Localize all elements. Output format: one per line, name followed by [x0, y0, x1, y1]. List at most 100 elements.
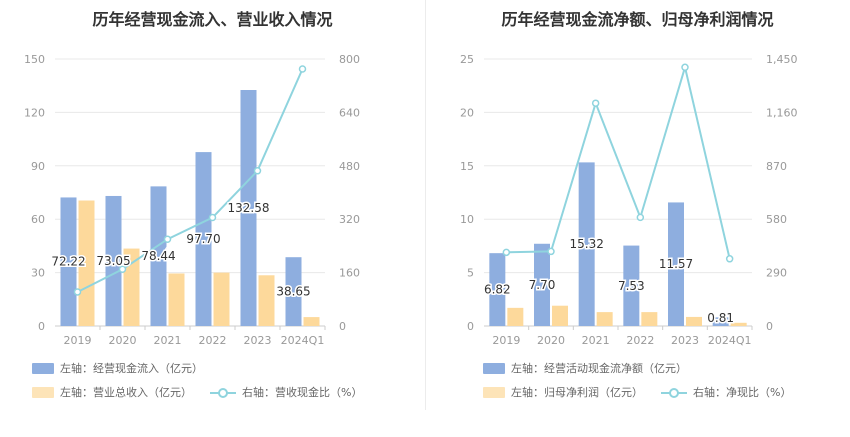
y-right-tick-label: 640 [339, 106, 360, 119]
y-left-tick-label: 120 [24, 106, 45, 119]
chart-title: 历年经营现金流入、营业收入情况 [92, 10, 333, 29]
x-tick-label: 2021 [582, 334, 610, 347]
line-point [163, 235, 172, 243]
y-right-tick-label: 320 [339, 213, 360, 226]
data-label: 15.32 [569, 237, 603, 251]
bar-series-2 [123, 248, 140, 326]
bar-series-2 [507, 307, 524, 326]
legend-label: 左轴：经营活动现金流净额（亿元） [511, 362, 687, 375]
line-point [73, 288, 82, 296]
data-label: 7.70 [529, 278, 556, 292]
y-left-tick-label: 15 [460, 160, 474, 173]
x-tick-label: 2022 [199, 334, 227, 347]
x-tick-label: 2020 [537, 334, 565, 347]
y-left-tick-label: 0 [38, 320, 45, 333]
x-tick-label: 2024Q1 [281, 334, 325, 347]
line-series-3 [506, 63, 731, 260]
chart-panel-left: 历年经营现金流入、营业收入情况 0 30 60 90 120 150 0 160 320 480 6… [24, 10, 362, 400]
legend-label: 右轴：营收现金比（%） [242, 386, 363, 399]
bar-series-2 [641, 312, 658, 326]
line-point [298, 65, 307, 73]
y-left-tick-label: 30 [31, 267, 45, 280]
y-right-tick-label: 0 [339, 320, 346, 333]
bar-series-1 [240, 90, 257, 326]
line-point [591, 99, 600, 107]
bar-series-2 [78, 200, 95, 326]
y-right-tick-label: 800 [339, 53, 360, 66]
y-right-tick-label: 480 [339, 160, 360, 173]
data-label: 73.05 [96, 254, 130, 268]
bar-series-2 [686, 316, 702, 326]
legend-row-2: 左轴：归母净利润（亿元） 右轴：净现比（%） [483, 384, 809, 400]
panel-divider [425, 0, 426, 410]
legend-swatch [32, 362, 54, 374]
y-left-tick-label: 90 [31, 160, 45, 173]
legend-item-series-3[interactable]: 右轴：净现比（%） [661, 384, 791, 400]
line-point [681, 63, 689, 72]
y-right-tick-label: 160 [339, 267, 360, 280]
line-series-3 [77, 68, 304, 293]
y-left-tick-label: 10 [460, 213, 474, 226]
y-left-tick-label: 20 [460, 106, 474, 119]
line-point [725, 255, 734, 263]
legend-item-series-2[interactable]: 左轴：归母净利润（亿元） [483, 384, 643, 400]
y-left-tick-label: 60 [31, 213, 45, 226]
bar-series-1 [668, 202, 684, 326]
line-point [502, 248, 511, 257]
legend-label: 左轴：归母净利润（亿元） [511, 386, 643, 399]
x-tick-label: 2020 [109, 334, 137, 347]
data-label: 97.70 [186, 232, 220, 246]
bar-series-2 [596, 312, 613, 326]
legend-swatch [32, 386, 54, 398]
y-right-tick-label: 870 [766, 160, 787, 173]
y-right-tick-label: 1,160 [766, 106, 798, 119]
x-tick-label: 2023 [244, 334, 272, 347]
legend-row-1: 左轴：经营活动现金流净额（亿元） [483, 360, 705, 376]
bar-series-1 [285, 257, 302, 326]
data-label: 38.65 [276, 285, 310, 299]
y-right-tick-label: 0 [766, 320, 773, 333]
chart-svg: 0 30 60 90 120 150 0 160 320 480 640 800 2019 2020 202… [24, 53, 360, 347]
x-tick-label: 2024Q1 [708, 334, 752, 347]
x-tick-label: 2022 [626, 334, 654, 347]
y-left-tick-label: 150 [24, 53, 45, 66]
legend-label: 右轴：净现比（%） [693, 386, 792, 399]
line-point [208, 213, 217, 222]
legend-item-series-3[interactable]: 右轴：营收现金比（%） [210, 384, 362, 400]
data-label: 6.82 [484, 283, 511, 297]
bar-series-1 [105, 195, 122, 326]
y-left-tick-label: 0 [467, 320, 474, 333]
legend-label: 左轴：经营现金流入（亿元） [60, 362, 203, 375]
y-right-tick-label: 1,450 [766, 53, 798, 66]
bar-series-2 [258, 275, 275, 326]
legend-row-1: 左轴：经营现金流入（亿元） [32, 360, 221, 376]
bar-series-2 [168, 273, 185, 326]
y-left-tick-label: 25 [460, 53, 474, 66]
y-right-tick-label: 580 [766, 213, 787, 226]
bar-series-2 [303, 317, 320, 326]
bar-series-1 [712, 317, 729, 326]
bar-series-1 [150, 186, 167, 326]
y-left-tick-label: 5 [467, 267, 474, 280]
legend-swatch [483, 362, 505, 374]
chart-svg: 0 5 10 15 20 25 0 290 580 870 1,160 1,450 2019 2020 20… [460, 53, 798, 347]
data-label: 7.53 [618, 279, 645, 293]
bar-series-2 [213, 272, 230, 326]
bar-series-2 [730, 322, 747, 326]
data-label: 72.22 [51, 255, 85, 269]
legend-item-series-1[interactable]: 左轴：经营活动现金流净额（亿元） [483, 360, 687, 376]
legend-label: 左轴：营业总收入（亿元） [60, 386, 192, 399]
bar-series-1 [195, 152, 212, 326]
data-label: 0.81 [707, 311, 734, 325]
line-point [118, 265, 127, 274]
line-point [636, 213, 645, 222]
bar-series-1 [534, 243, 550, 326]
legend-swatch [483, 386, 505, 398]
line-point [547, 247, 555, 256]
bar-series-1 [578, 162, 595, 326]
chart-title: 历年经营现金流净额、归母净利润情况 [501, 10, 774, 29]
bar-series-1 [623, 245, 640, 326]
legend-item-series-2[interactable]: 左轴：营业总收入（亿元） [32, 384, 192, 400]
bar-series-1 [60, 197, 77, 326]
legend-item-series-1[interactable]: 左轴：经营现金流入（亿元） [32, 360, 203, 376]
